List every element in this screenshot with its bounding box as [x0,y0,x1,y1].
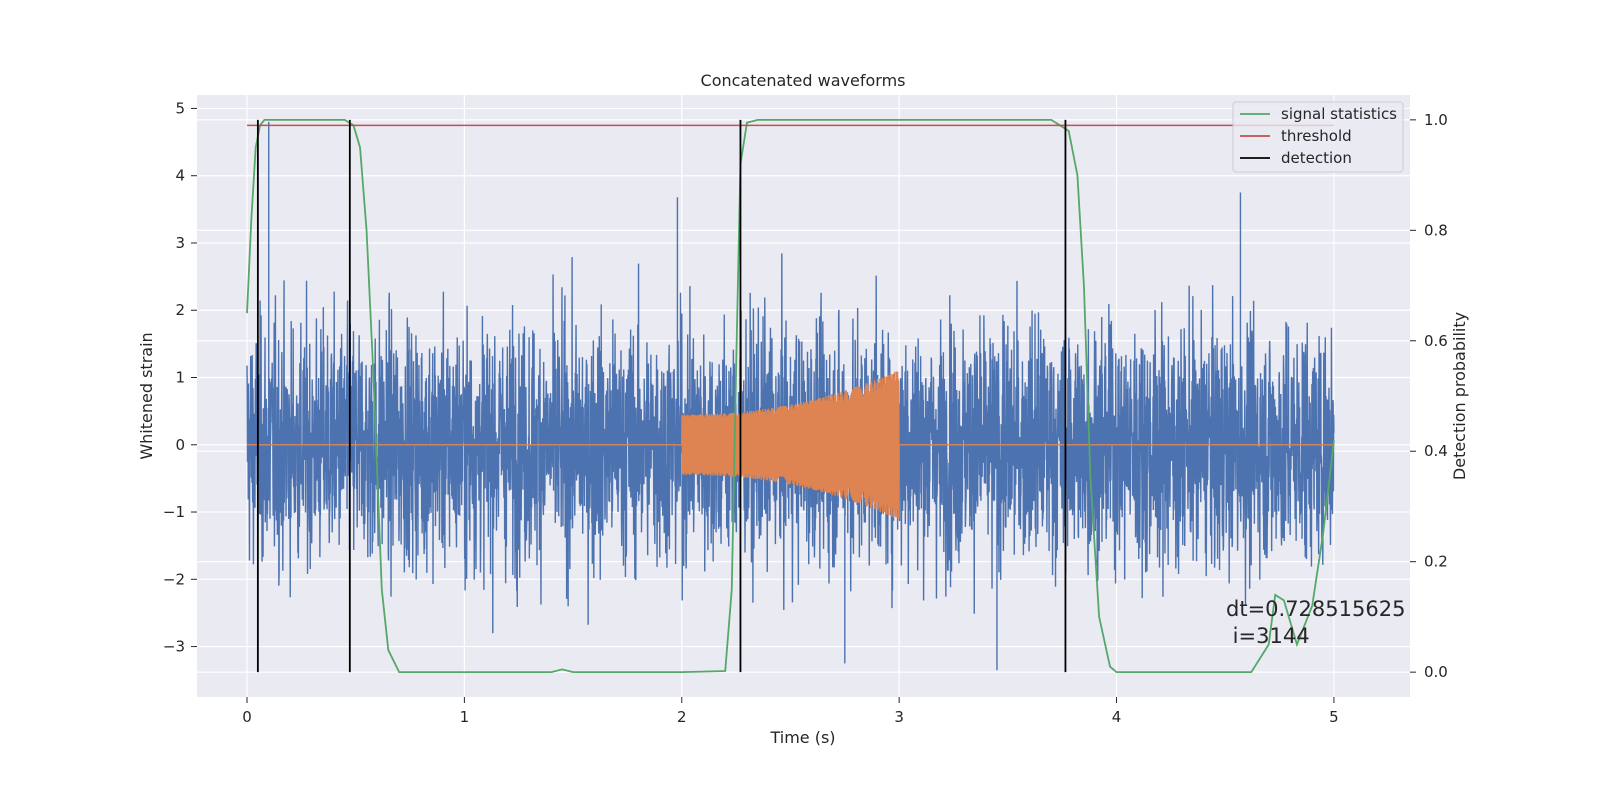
x-tick-label: 3 [894,708,904,726]
plot-content [246,118,1335,674]
y-tick-label: −3 [163,638,185,656]
y2-tick-label: 0.0 [1424,663,1448,681]
detection-lines [256,119,1067,673]
annotation-i: i=3144 [1226,624,1310,648]
legend-label-detection: detection [1281,149,1352,167]
y-axis-right: 0.0 0.2 0.4 0.6 0.8 1.0 [1410,111,1448,681]
signal-statistics-line [246,118,1335,674]
legend-box [1232,101,1404,173]
y2-tick-label: 0.4 [1424,442,1448,460]
x-axis: 0 1 2 3 4 5 [242,697,1339,726]
injection-series [246,371,1334,519]
strain-series [246,121,1335,671]
x-tick-label: 5 [1329,708,1339,726]
y2-axis-label: Detection probability [1450,312,1469,480]
legend-label-threshold: threshold [1281,127,1352,145]
y-tick-label: −1 [163,503,185,521]
y2-tick-label: 1.0 [1424,111,1448,129]
y-tick-label: 4 [175,167,185,185]
y-axis-left: −3 −2 −1 0 1 2 3 4 5 [163,99,197,656]
y-axis-label: Whitened strain [137,332,156,459]
y-tick-label: 0 [175,436,185,454]
x-tick-label: 4 [1112,708,1122,726]
x-tick-label: 0 [242,708,252,726]
x-tick-label: 1 [460,708,470,726]
y2-tick-label: 0.2 [1424,553,1448,571]
y2-tick-label: 0.8 [1424,221,1448,239]
chart-title: Concatenated waveforms [701,71,906,90]
y-tick-label: 3 [175,234,185,252]
x-axis-label: Time (s) [769,728,835,747]
x-tick-label: 2 [677,708,687,726]
y-tick-label: 2 [175,301,185,319]
y2-tick-label: 0.6 [1424,332,1448,350]
legend: signal statistics threshold detection [1232,101,1404,173]
y-tick-label: 1 [175,369,185,387]
y-tick-label: −2 [163,570,185,588]
legend-label-signal-statistics: signal statistics [1281,105,1397,123]
y-tick-label: 5 [175,99,185,117]
annotation-dt: dt=0.728515625 [1226,597,1405,621]
annotation: dt=0.728515625 i=3144 [1226,597,1405,648]
